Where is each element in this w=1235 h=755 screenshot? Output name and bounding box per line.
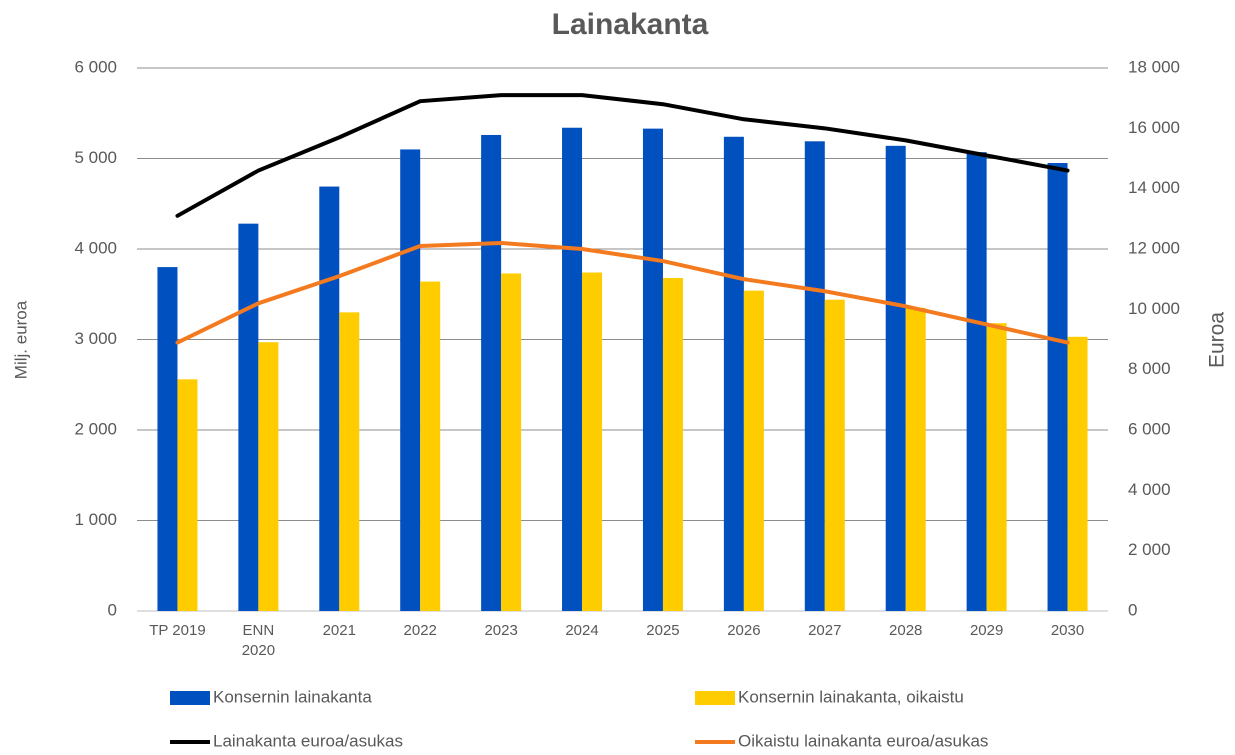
bar [642,128,663,611]
line [175,240,1070,345]
y-tick-label: 4 000 [74,238,117,257]
y-tick-label: 2 000 [74,419,117,438]
bar [885,145,906,611]
bar [723,136,744,611]
x-tick-label: 2021 [322,622,356,639]
y-axis-title: Milj. euroa [11,300,30,379]
chart-title: Lainakanta [552,8,709,41]
bar [501,273,522,611]
y2-tick-label: 16 000 [1128,118,1180,137]
x-tick-label: 2030 [1050,622,1085,639]
bar [1047,163,1068,611]
legend-label: Konsernin lainakanta [213,687,372,706]
bar [824,299,845,611]
bar [339,312,360,611]
x-tick-label: TP 2019 [149,622,206,639]
bar [562,127,583,611]
legend-label: Oikaistu lainakanta euroa/asukas [738,731,988,750]
bar [804,141,825,611]
x-tick-label: 2025 [646,622,680,639]
x-tick-label: 2028 [889,622,923,639]
bar [743,290,764,611]
x-tick-label: 2023 [484,622,518,639]
bar [905,307,926,611]
y-tick-label: 0 [108,600,117,619]
x-tick-label: ENN 2020 [241,622,276,659]
y2-tick-label: 14 000 [1128,178,1180,197]
legend-swatch [170,691,210,705]
bar [420,281,441,611]
y2-axis-title: Euroa [1206,312,1229,368]
y2-tick-label: 18 000 [1128,57,1180,76]
y2-tick-label: 10 000 [1128,299,1180,318]
y2-tick-label: 6 000 [1128,419,1171,438]
bar [157,267,178,611]
y2-tick-label: 4 000 [1128,480,1171,499]
y-tick-label: 1 000 [74,510,117,529]
legend-swatch [695,691,735,705]
legend-label: Lainakanta euroa/asukas [213,731,403,750]
y2-tick-label: 0 [1128,600,1137,619]
y2-tick-label: 8 000 [1128,359,1171,378]
bar [177,379,198,611]
bar [319,186,340,611]
x-tick-label: 2027 [808,622,842,639]
bar [1067,336,1088,611]
bar [481,134,502,611]
y-tick-label: 3 000 [74,329,117,348]
bar [662,277,683,611]
bar [238,223,259,611]
bar [966,152,987,612]
x-tick-label: 2024 [565,622,599,639]
x-tick-label: 2026 [727,622,761,639]
x-tick-label: 2029 [969,622,1004,639]
bar [400,149,421,611]
x-tick-label: 2022 [403,622,437,639]
bar [582,272,603,611]
bar [986,323,1007,611]
y-tick-label: 6 000 [74,57,117,76]
y2-tick-label: 2 000 [1128,540,1171,559]
line [175,93,1070,218]
legend-label: Konsernin lainakanta, oikaistu [738,687,964,706]
bar [258,342,279,611]
y2-tick-label: 12 000 [1128,238,1180,257]
y-tick-label: 5 000 [74,148,117,167]
